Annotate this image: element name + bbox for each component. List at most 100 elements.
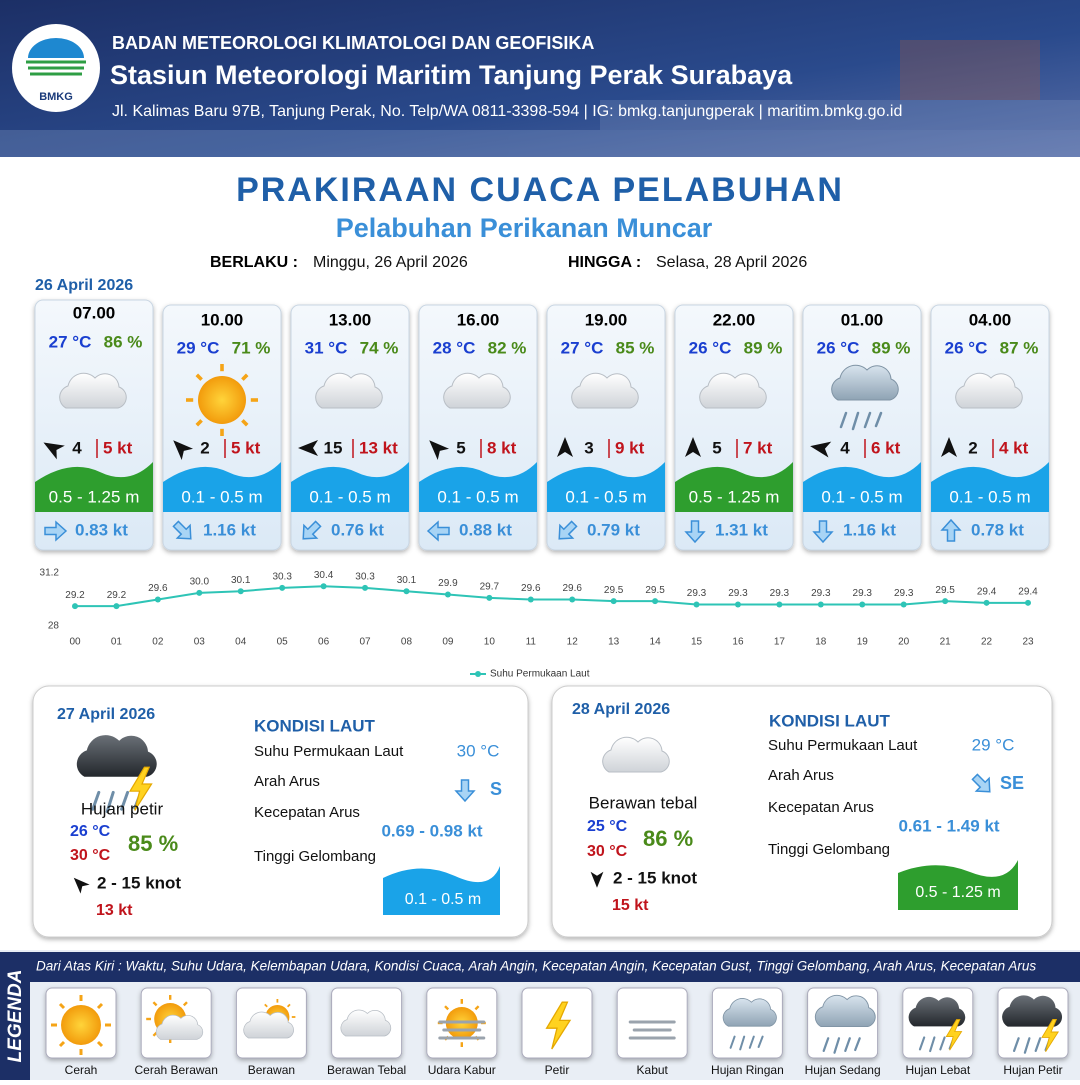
wind-speed: 15 <box>324 438 343 457</box>
temp-max: 30 °C <box>70 847 111 864</box>
value-label: 29.5 <box>645 585 665 596</box>
value-label: 29.3 <box>770 588 790 599</box>
value-label: 29.2 <box>65 590 85 601</box>
legend-item-label: Udara Kabur <box>428 1063 496 1077</box>
forecast-card: 22.00 26 °C 89 % 5 7 kt 0.5 - 1.25 m 1.31 kt <box>674 304 794 551</box>
dir-label: Arah Arus <box>254 773 320 790</box>
temperature: 31 °C <box>305 338 348 357</box>
forecast-cards: 07.00 27 °C 86 % 4 5 kt 0.5 - 1.25 m 0.83 kt 10… <box>34 299 1050 551</box>
current-speed: 0.78 kt <box>971 520 1024 539</box>
line <box>75 585 1028 608</box>
sea-heading: KONDISI LAUT <box>254 716 376 735</box>
legend-item: Hujan Sedang <box>805 987 881 1077</box>
point <box>610 598 617 605</box>
wave-shape <box>163 462 281 512</box>
value-label: 29.6 <box>562 583 582 594</box>
current-dir: S <box>490 779 502 799</box>
x-tick-label: 10 <box>484 637 496 648</box>
point <box>527 596 534 603</box>
point <box>1025 599 1031 606</box>
time: 22.00 <box>713 310 756 329</box>
legend-items: Cerah Cerah Berawan Berawan Berawan Tebal Ud… <box>45 987 1069 1077</box>
legend-item-label: Kabut <box>637 1063 669 1077</box>
time: 16.00 <box>457 310 500 329</box>
wind-speed: 2 <box>968 438 977 457</box>
wave-height: 0.1 - 0.5 m <box>309 487 390 506</box>
x-tick-label: 15 <box>691 637 703 648</box>
wave-label: Tinggi Gelombang <box>254 848 376 865</box>
x-tick-label: 08 <box>401 637 413 648</box>
valid-to-label: HINGGA : <box>568 254 641 271</box>
date: 27 April 2026 <box>57 706 155 723</box>
wave: 0.1 - 0.5 m <box>405 891 481 908</box>
wave-shape <box>898 860 1018 910</box>
temp-min: 25 °C <box>587 818 628 835</box>
wave-shape <box>803 462 921 512</box>
temperature: 26 °C <box>817 338 860 357</box>
forecast-card: 04.00 26 °C 87 % 2 4 kt 0.1 - 0.5 m 0.78 kt <box>930 304 1050 551</box>
legend-item: Hujan Ringan <box>711 987 784 1077</box>
legend-item: Kabut <box>616 987 688 1077</box>
point <box>72 603 78 610</box>
value-label: 30.4 <box>314 570 334 581</box>
fog-lines <box>438 1020 486 1040</box>
day1-date: 26 April 2026 <box>35 277 133 294</box>
point <box>486 594 493 601</box>
logo-text: BMKG <box>39 91 73 103</box>
forecast-card: 19.00 27 °C 85 % 3 9 kt 0.1 - 0.5 m 0.79 kt <box>546 304 666 551</box>
x-tick-label: 23 <box>1022 637 1034 648</box>
humidity: 82 % <box>488 338 527 357</box>
legend-side <box>0 952 30 1080</box>
date: 28 April 2026 <box>572 701 670 718</box>
value-label: 29.6 <box>148 583 168 594</box>
wave-height: 0.1 - 0.5 m <box>821 487 902 506</box>
x-tick-label: 03 <box>194 637 206 648</box>
time: 13.00 <box>329 310 372 329</box>
x-tick-label: 18 <box>815 637 827 648</box>
sst: 30 °C <box>457 741 500 760</box>
x-tick-label: 14 <box>650 637 662 648</box>
x-tick-label: 06 <box>318 637 330 648</box>
value-label: 29.6 <box>521 583 541 594</box>
legend-description: Dari Atas Kiri : Waktu, Suhu Udara, Kele… <box>36 959 1036 974</box>
humidity: 86 % <box>104 332 143 351</box>
x-tick-label: 09 <box>442 637 454 648</box>
condition: Berawan tebal <box>589 793 698 812</box>
gust: 13 kt <box>96 902 133 919</box>
legend-item-label: Cerah Berawan <box>135 1063 218 1077</box>
forecast-card: 07.00 27 °C 86 % 4 5 kt 0.5 - 1.25 m 0.83 kt <box>34 299 154 551</box>
point <box>652 598 659 605</box>
wind-speed: 4 <box>72 438 82 457</box>
legend-item: Cerah <box>45 987 117 1077</box>
gust: 5 kt <box>231 438 261 457</box>
point <box>942 598 949 605</box>
wave-shape <box>383 866 500 915</box>
legend-item: Berawan <box>235 987 307 1077</box>
x-tick-label: 17 <box>774 637 786 648</box>
value-label: 29.2 <box>107 590 127 601</box>
value-label: 29.3 <box>728 588 748 599</box>
speed-label: Kecepatan Arus <box>254 804 360 821</box>
time: 07.00 <box>73 303 116 322</box>
value-label: 30.1 <box>397 575 417 586</box>
wave-shape <box>931 462 1049 512</box>
wave-label: Tinggi Gelombang <box>768 841 890 858</box>
wave-shape <box>675 462 793 512</box>
legend-item-label: Hujan Ringan <box>711 1063 784 1077</box>
current-speed: 1.16 kt <box>843 520 896 539</box>
point <box>983 599 990 606</box>
value-label: 30.3 <box>272 572 292 583</box>
wave-height: 0.1 - 0.5 m <box>181 487 262 506</box>
gust: 6 kt <box>871 438 901 457</box>
point <box>403 588 410 595</box>
logo-mark <box>26 38 86 76</box>
x-tick-label: 22 <box>981 637 993 648</box>
current-speed: 0.88 kt <box>459 520 512 539</box>
fog-lines <box>628 1020 676 1040</box>
forecast-card: 13.00 31 °C 74 % 15 13 kt 0.1 - 0.5 m 0.76 kt <box>290 304 410 551</box>
x-tick-label: 13 <box>608 637 620 648</box>
value-label: 29.7 <box>480 581 500 592</box>
x-tick-label: 21 <box>940 637 952 648</box>
org-name: BADAN METEOROLOGI KLIMATOLOGI DAN GEOFIS… <box>112 33 594 53</box>
